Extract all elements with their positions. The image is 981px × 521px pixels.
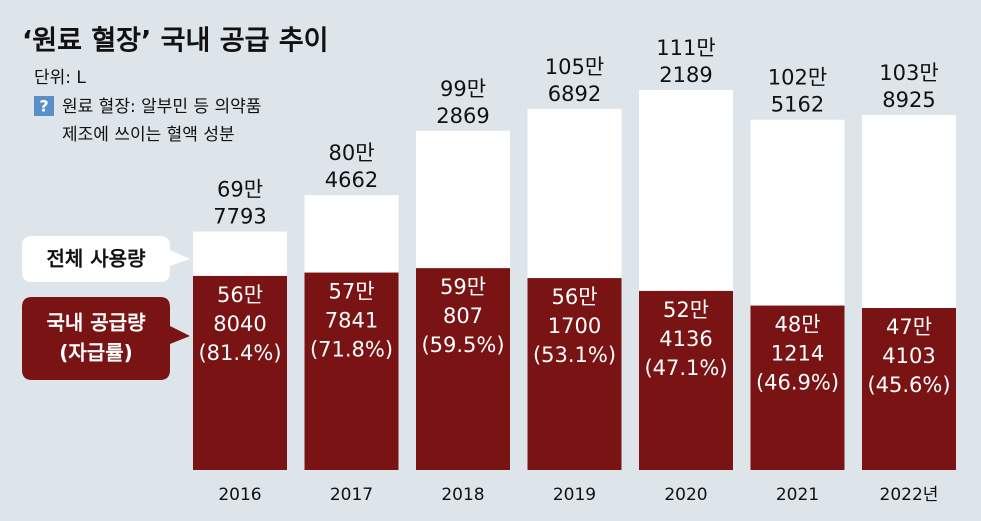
value-label: 103만 xyxy=(879,61,938,85)
note: 제조에 쓰이는 혈액 성분 xyxy=(62,125,235,145)
value-label: 69만 xyxy=(217,178,263,202)
x-tick-label: 2018 xyxy=(441,485,484,505)
x-tick-label: 2022년 xyxy=(880,485,939,505)
legend-box xyxy=(22,297,190,380)
value-label: 5162 xyxy=(771,93,824,117)
value-label: 56만 xyxy=(551,285,597,309)
value-label: 4662 xyxy=(325,168,378,192)
value-label: 4103 xyxy=(882,344,935,368)
x-tick-label: 2019 xyxy=(553,485,596,505)
bar xyxy=(639,290,733,470)
value-label: 47만 xyxy=(886,315,932,339)
legend-label: 국내 공급량 xyxy=(47,311,147,335)
chart-title: ‘원료 혈장’ 국내 공급 추이 xyxy=(22,26,329,57)
value-label: 8040 xyxy=(213,312,266,336)
legend-label: (자급률) xyxy=(59,341,132,365)
bar xyxy=(304,272,399,470)
value-label: (45.6%) xyxy=(867,373,950,397)
legend-label: 전체 사용량 xyxy=(47,247,147,271)
value-label: 1214 xyxy=(771,342,824,366)
value-label: 57만 xyxy=(328,280,374,304)
bar xyxy=(416,268,510,470)
x-tick-label: 2020 xyxy=(664,485,707,505)
value-label: 48만 xyxy=(774,313,820,337)
value-label: 807 xyxy=(443,304,483,328)
value-label: 2189 xyxy=(659,63,712,87)
value-label: 99만 xyxy=(440,77,486,101)
value-label: 105만 xyxy=(545,55,604,79)
value-label: (47.1%) xyxy=(644,356,727,380)
x-tick-label: 2017 xyxy=(330,485,373,505)
note: 원료 혈장: 알부민 등 의약품 xyxy=(62,97,261,117)
value-label: 6892 xyxy=(548,82,601,106)
unit: 단위: L xyxy=(34,68,86,88)
value-label: 7841 xyxy=(325,309,378,333)
value-label: 8925 xyxy=(882,88,935,112)
value-label: (46.9%) xyxy=(756,371,839,395)
value-label: (59.5%) xyxy=(421,333,504,357)
bar xyxy=(193,275,287,470)
x-tick-label: 2016 xyxy=(218,485,261,505)
value-label: 7793 xyxy=(213,205,266,229)
bar xyxy=(862,308,956,470)
value-label: 59만 xyxy=(440,275,486,299)
value-label: 80만 xyxy=(328,141,374,165)
value-label: 52만 xyxy=(663,298,709,322)
value-label: 102만 xyxy=(768,66,827,90)
note-icon-box xyxy=(34,96,54,116)
value-label: 56만 xyxy=(217,283,263,307)
value-label: 1700 xyxy=(548,314,601,338)
value-label: (53.1%) xyxy=(533,343,616,367)
legend-box xyxy=(22,236,190,282)
bar xyxy=(750,305,845,470)
value-label: (81.4%) xyxy=(198,341,281,365)
x-tick-label: 2021 xyxy=(776,485,819,505)
note-icon: ? xyxy=(39,97,48,116)
value-label: (71.8%) xyxy=(310,338,393,362)
value-label: 111만 xyxy=(656,36,715,60)
value-label: 4136 xyxy=(659,327,712,351)
bar xyxy=(527,278,622,470)
value-label: 2869 xyxy=(436,104,489,128)
